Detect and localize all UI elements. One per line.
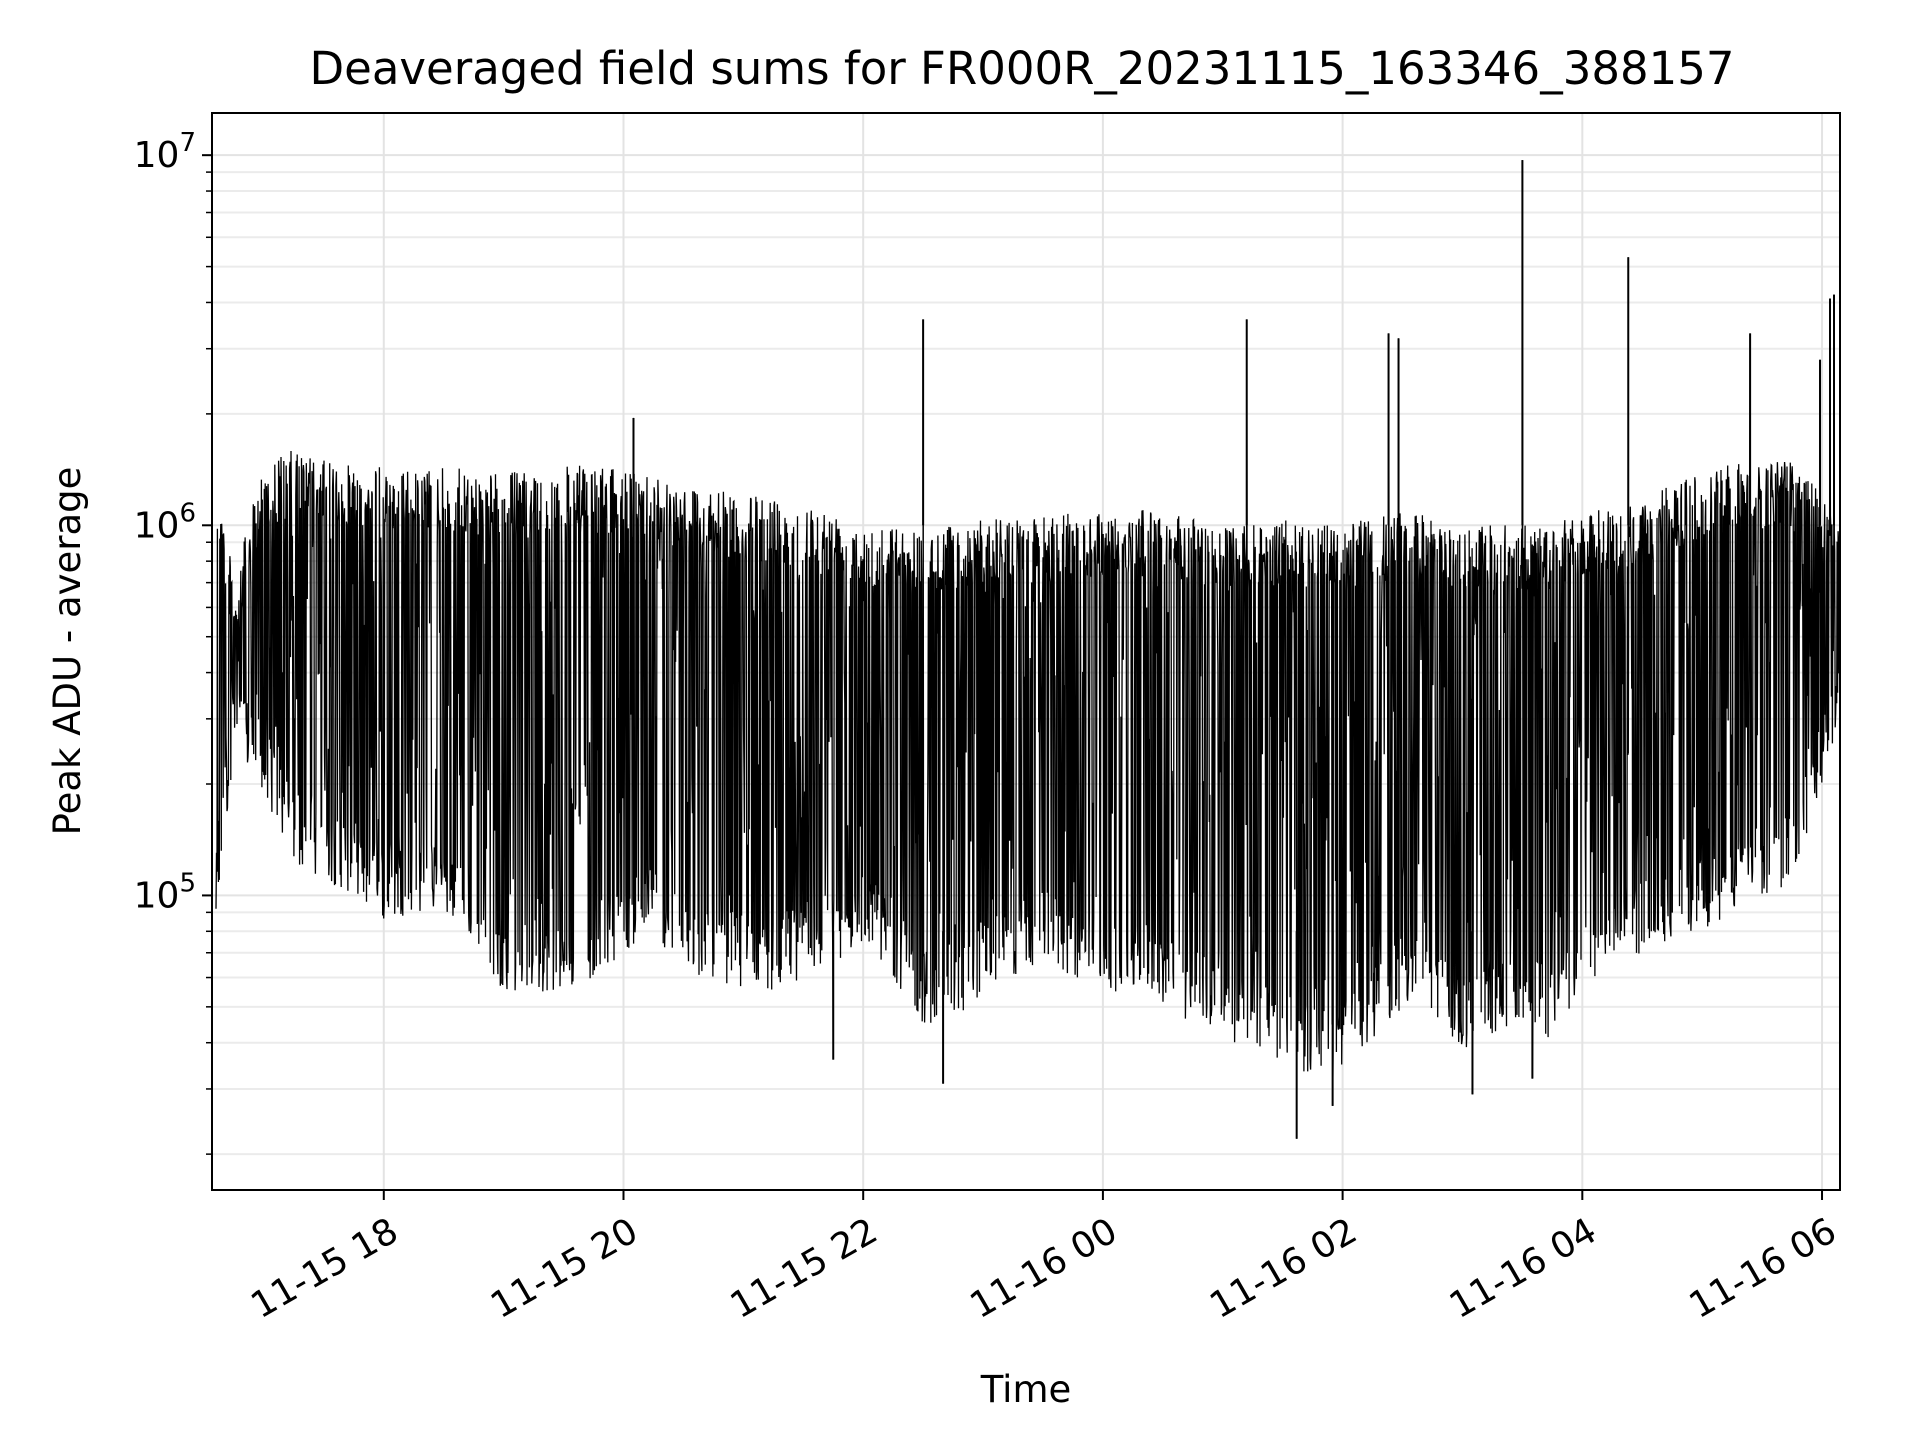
plot-frame	[211, 112, 1841, 1191]
x-axis-label: Time	[980, 1368, 1072, 1411]
y-tick-label: 106	[134, 498, 196, 546]
series-line	[215, 160, 1840, 1139]
y-axis-ticks: 105 106 107	[134, 128, 212, 1155]
chart-title: Deaveraged field sums for FR000R_2023111…	[310, 42, 1735, 95]
data-series	[215, 160, 1840, 1139]
y-tick-label: 105	[134, 868, 196, 916]
y-axis-label: Peak ADU - average	[46, 467, 89, 836]
y-tick-label: 107	[134, 128, 196, 176]
